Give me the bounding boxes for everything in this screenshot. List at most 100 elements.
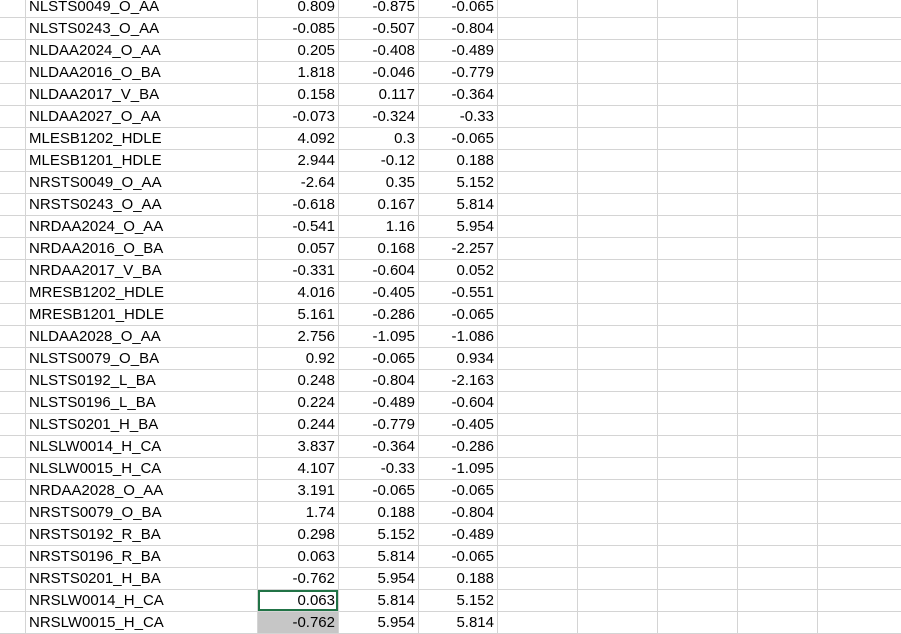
cell-label[interactable]: NRDAA2024_O_AA — [26, 216, 258, 238]
cell-value-2[interactable]: -0.489 — [339, 392, 419, 414]
cell-blank[interactable] — [0, 414, 26, 436]
cell-value-2[interactable]: -0.804 — [339, 370, 419, 392]
cell-blank[interactable] — [498, 18, 578, 40]
cell-blank[interactable] — [818, 40, 901, 62]
cell-blank[interactable] — [658, 84, 738, 106]
cell-label[interactable]: MRESB1201_HDLE — [26, 304, 258, 326]
cell-blank[interactable] — [0, 612, 26, 634]
cell-value-3[interactable]: 0.052 — [419, 260, 498, 282]
cell-value-2[interactable]: -1.095 — [339, 326, 419, 348]
cell-blank[interactable] — [818, 546, 901, 568]
cell-blank[interactable] — [0, 392, 26, 414]
cell-label[interactable]: NLSLW0015_H_CA — [26, 458, 258, 480]
cell-value-1[interactable]: 0.244 — [258, 414, 339, 436]
cell-blank[interactable] — [0, 238, 26, 260]
cell-blank[interactable] — [658, 106, 738, 128]
cell-label[interactable]: NLSTS0201_H_BA — [26, 414, 258, 436]
cell-blank[interactable] — [578, 18, 658, 40]
cell-value-2[interactable]: 0.188 — [339, 502, 419, 524]
cell-blank[interactable] — [738, 458, 818, 480]
cell-blank[interactable] — [738, 304, 818, 326]
cell-value-3[interactable]: -0.065 — [419, 0, 498, 18]
cell-value-3[interactable]: -0.286 — [419, 436, 498, 458]
cell-blank[interactable] — [658, 524, 738, 546]
cell-blank[interactable] — [818, 84, 901, 106]
cell-blank[interactable] — [818, 568, 901, 590]
cell-blank[interactable] — [738, 150, 818, 172]
cell-blank[interactable] — [738, 348, 818, 370]
cell-blank[interactable] — [578, 392, 658, 414]
cell-blank[interactable] — [578, 0, 658, 18]
cell-blank[interactable] — [658, 62, 738, 84]
cell-value-3[interactable]: -0.804 — [419, 502, 498, 524]
cell-blank[interactable] — [658, 568, 738, 590]
cell-value-2[interactable]: -0.405 — [339, 282, 419, 304]
cell-blank[interactable] — [498, 62, 578, 84]
cell-blank[interactable] — [498, 282, 578, 304]
cell-blank[interactable] — [0, 326, 26, 348]
cell-blank[interactable] — [0, 436, 26, 458]
cell-label[interactable]: NRDAA2017_V_BA — [26, 260, 258, 282]
cell-blank[interactable] — [498, 414, 578, 436]
cell-blank[interactable] — [0, 216, 26, 238]
cell-value-3[interactable]: -0.065 — [419, 546, 498, 568]
cell-blank[interactable] — [818, 282, 901, 304]
cell-value-2[interactable]: -0.507 — [339, 18, 419, 40]
cell-blank[interactable] — [0, 62, 26, 84]
cell-blank[interactable] — [0, 568, 26, 590]
cell-value-1[interactable]: 1.818 — [258, 62, 339, 84]
cell-label[interactable]: NLSTS0196_L_BA — [26, 392, 258, 414]
cell-label[interactable]: NLSLW0014_H_CA — [26, 436, 258, 458]
cell-blank[interactable] — [578, 546, 658, 568]
cell-blank[interactable] — [658, 414, 738, 436]
cell-blank[interactable] — [738, 546, 818, 568]
cell-value-3[interactable]: -0.065 — [419, 480, 498, 502]
cell-blank[interactable] — [818, 524, 901, 546]
cell-blank[interactable] — [658, 172, 738, 194]
cell-blank[interactable] — [0, 590, 26, 612]
cell-blank[interactable] — [658, 458, 738, 480]
cell-blank[interactable] — [818, 194, 901, 216]
cell-value-1[interactable]: 0.224 — [258, 392, 339, 414]
cell-blank[interactable] — [498, 106, 578, 128]
cell-blank[interactable] — [658, 128, 738, 150]
cell-blank[interactable] — [498, 392, 578, 414]
cell-blank[interactable] — [818, 612, 901, 634]
cell-value-1[interactable]: 0.205 — [258, 40, 339, 62]
cell-label[interactable]: NRSTS0049_O_AA — [26, 172, 258, 194]
cell-value-3[interactable]: 5.814 — [419, 612, 498, 634]
cell-value-1[interactable]: 3.837 — [258, 436, 339, 458]
cell-blank[interactable] — [578, 524, 658, 546]
cell-blank[interactable] — [578, 40, 658, 62]
cell-value-2[interactable]: -0.779 — [339, 414, 419, 436]
cell-value-2[interactable]: -0.065 — [339, 348, 419, 370]
cell-blank[interactable] — [578, 282, 658, 304]
cell-label[interactable]: NLSTS0049_O_AA — [26, 0, 258, 18]
cell-blank[interactable] — [658, 150, 738, 172]
cell-value-3[interactable]: -0.405 — [419, 414, 498, 436]
cell-value-3[interactable]: -1.086 — [419, 326, 498, 348]
cell-blank[interactable] — [498, 612, 578, 634]
cell-value-3[interactable]: 0.934 — [419, 348, 498, 370]
cell-blank[interactable] — [818, 128, 901, 150]
cell-blank[interactable] — [738, 18, 818, 40]
cell-value-1[interactable]: 1.74 — [258, 502, 339, 524]
cell-value-3[interactable]: 0.188 — [419, 568, 498, 590]
cell-label[interactable]: NRSLW0014_H_CA — [26, 590, 258, 612]
cell-blank[interactable] — [0, 480, 26, 502]
cell-label[interactable]: MLESB1201_HDLE — [26, 150, 258, 172]
cell-value-3[interactable]: 5.152 — [419, 590, 498, 612]
cell-value-3[interactable]: -2.257 — [419, 238, 498, 260]
cell-value-2[interactable]: 0.35 — [339, 172, 419, 194]
cell-blank[interactable] — [818, 18, 901, 40]
cell-value-3[interactable]: 5.954 — [419, 216, 498, 238]
cell-value-1[interactable]: -0.762 — [258, 568, 339, 590]
cell-blank[interactable] — [578, 326, 658, 348]
cell-blank[interactable] — [738, 524, 818, 546]
cell-blank[interactable] — [498, 194, 578, 216]
cell-value-3[interactable]: -0.779 — [419, 62, 498, 84]
cell-value-1[interactable]: 2.756 — [258, 326, 339, 348]
cell-label[interactable]: NLSTS0079_O_BA — [26, 348, 258, 370]
cell-blank[interactable] — [498, 502, 578, 524]
cell-blank[interactable] — [498, 216, 578, 238]
